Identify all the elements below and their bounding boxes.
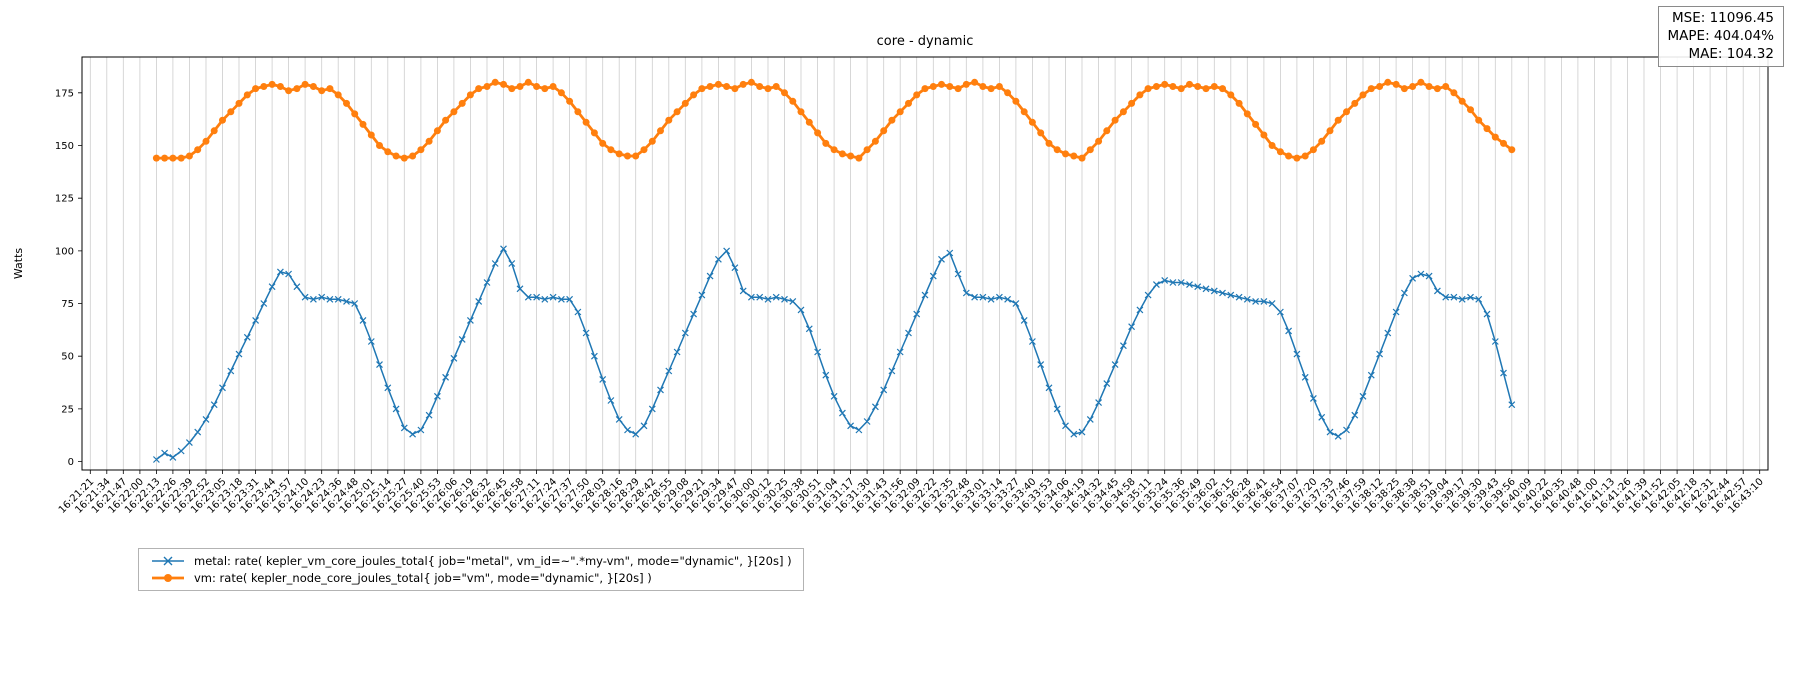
- svg-text:75: 75: [61, 299, 74, 310]
- stat-mape: MAPE: 404.04%: [1667, 27, 1774, 44]
- stat-mse: MSE: 11096.45: [1671, 10, 1774, 26]
- y-axis-label: Watts: [12, 248, 25, 280]
- series-vm: [152, 78, 1516, 162]
- legend-item-vm: vm: rate( kepler_node_core_joules_total{…: [150, 571, 792, 585]
- svg-text:150: 150: [55, 141, 74, 152]
- series-metal: [152, 245, 1516, 463]
- svg-text:125: 125: [55, 194, 74, 205]
- x-axis: 16:21:2116:21:3416:21:4716:22:0016:22:13…: [57, 470, 1766, 516]
- stat-mae: MAE: 104.32: [1688, 45, 1775, 62]
- vm-line-circle-marker-icon: [150, 571, 186, 585]
- plot-border: [81, 56, 1769, 471]
- legend-label-metal: metal: rate( kepler_vm_core_joules_total…: [194, 554, 792, 568]
- legend-item-metal: metal: rate( kepler_vm_core_joules_total…: [150, 554, 792, 568]
- chart-title: core - dynamic: [876, 34, 974, 49]
- x-gridlines: [89, 57, 1761, 470]
- svg-text:50: 50: [61, 352, 74, 363]
- svg-text:175: 175: [55, 88, 74, 99]
- svg-text:100: 100: [55, 246, 74, 257]
- svg-text:0: 0: [68, 457, 74, 468]
- y-axis: 0 25 50 75 100 125 150 175: [55, 88, 82, 468]
- stats-box: MSE: 11096.45 MAPE: 404.04% MAE: 104.32: [1657, 6, 1784, 68]
- legend: metal: rate( kepler_vm_core_joules_total…: [138, 548, 804, 591]
- metal-line-x-marker-icon: [150, 554, 186, 568]
- legend-label-vm: vm: rate( kepler_node_core_joules_total{…: [194, 571, 652, 585]
- svg-text:25: 25: [61, 404, 74, 415]
